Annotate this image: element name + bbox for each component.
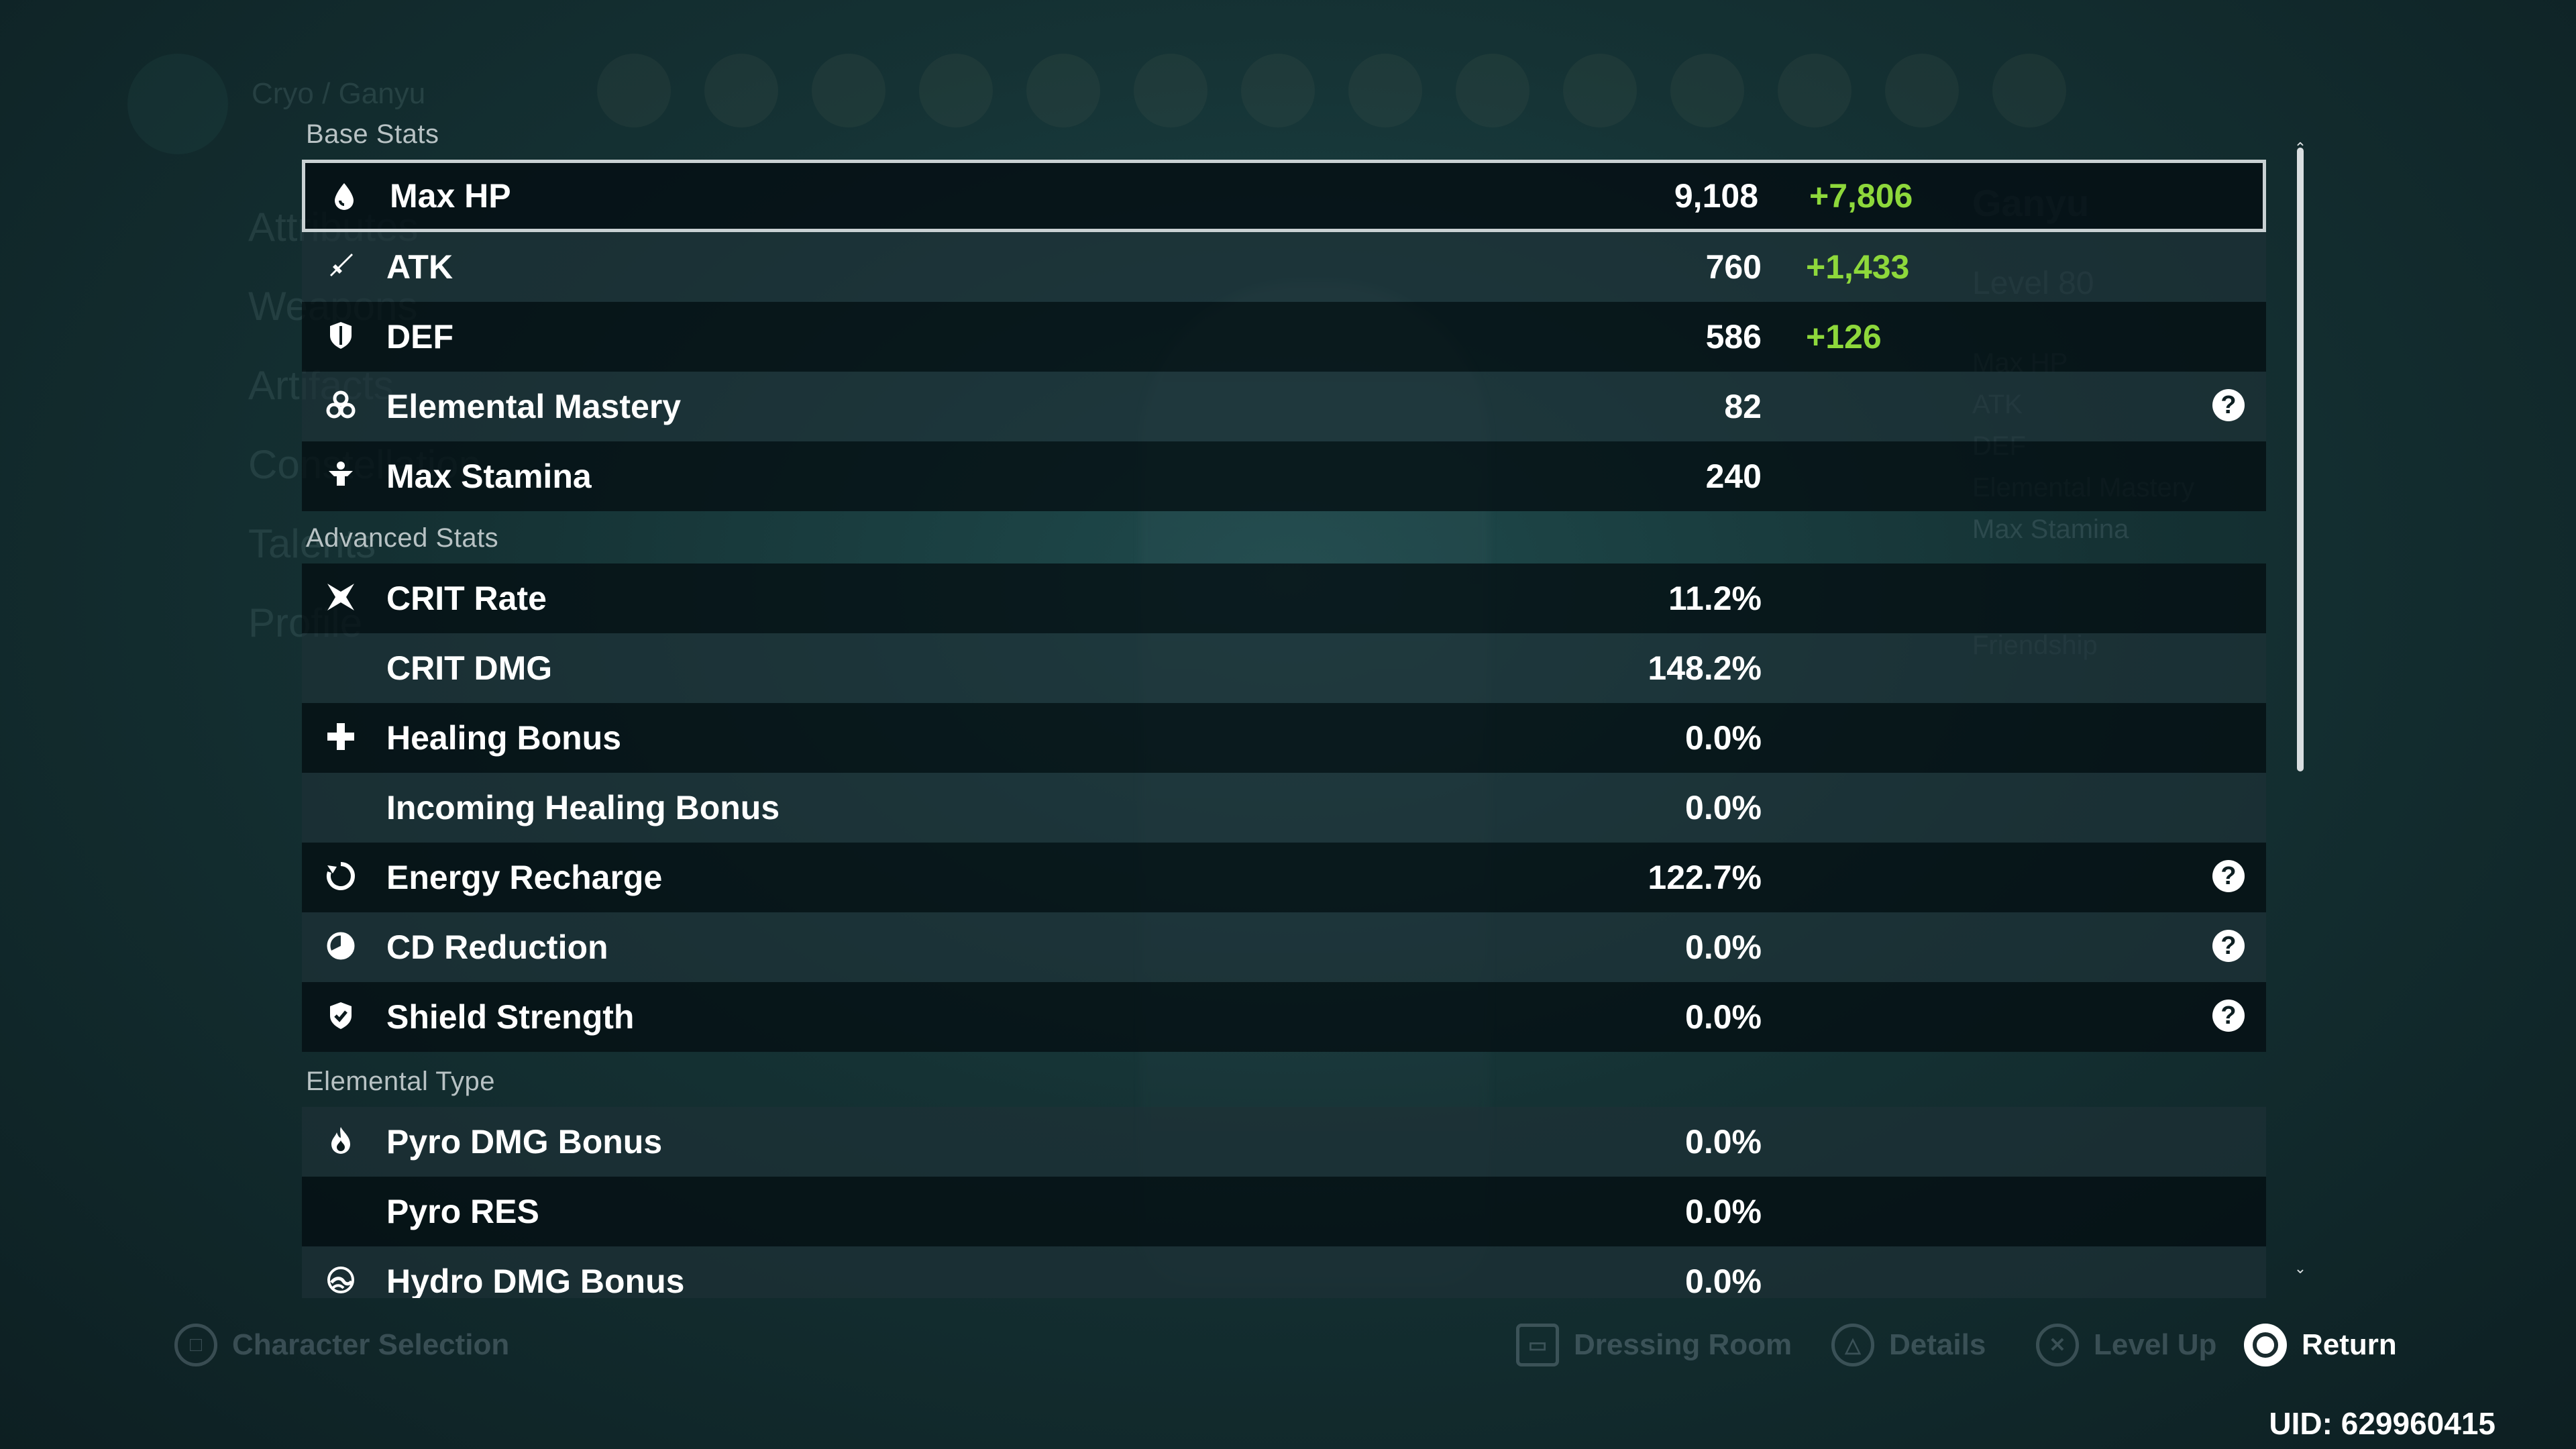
- help-icon[interactable]: ?: [2212, 389, 2245, 421]
- stat-label: Elemental Mastery: [386, 388, 682, 425]
- touchpad-button-icon: ▭: [1516, 1324, 1559, 1366]
- stat-value: 0.0%: [1685, 1123, 1762, 1161]
- stat-label: DEF: [386, 318, 453, 356]
- stat-value: 122.7%: [1648, 859, 1762, 896]
- stat-label: Shield Strength: [386, 998, 635, 1036]
- section-header-elemental-type: Elemental Type: [306, 1067, 495, 1096]
- stat-value: 586: [1705, 318, 1762, 356]
- stat-value: 9,108: [1674, 177, 1758, 215]
- stat-label: Incoming Healing Bonus: [386, 789, 780, 826]
- healing-cross-icon: [325, 720, 357, 753]
- dressing-room-button[interactable]: ▭ Dressing Room: [1516, 1318, 1792, 1372]
- stat-value: 82: [1724, 388, 1762, 425]
- character-selection-button[interactable]: □ Character Selection: [174, 1318, 509, 1372]
- stat-label: Max HP: [390, 177, 511, 215]
- sword-icon: [325, 250, 357, 282]
- stat-row-crit-rate[interactable]: CRIT Rate 11.2%: [302, 564, 2266, 633]
- stat-value: 0.0%: [1685, 789, 1762, 826]
- level-up-button[interactable]: ✕ Level Up: [2036, 1318, 2216, 1372]
- details-label: Details: [1889, 1328, 1986, 1361]
- stat-label: Hydro DMG Bonus: [386, 1263, 685, 1298]
- stat-row-def[interactable]: DEF 586 +126: [302, 302, 2266, 372]
- stat-row-hydro-dmg-bonus[interactable]: Hydro DMG Bonus 0.0%: [302, 1246, 2266, 1298]
- stat-row-healing-bonus[interactable]: Healing Bonus 0.0%: [302, 703, 2266, 773]
- help-icon[interactable]: ?: [2212, 860, 2245, 892]
- hp-drop-icon: [328, 180, 360, 213]
- stamina-icon: [325, 459, 357, 491]
- stat-value: 760: [1705, 248, 1762, 286]
- stat-value: 240: [1705, 458, 1762, 495]
- return-label: Return: [2302, 1328, 2397, 1361]
- crit-icon: [325, 581, 357, 613]
- stat-label: Healing Bonus: [386, 719, 622, 757]
- stat-row-crit-dmg[interactable]: CRIT DMG 148.2%: [302, 633, 2266, 703]
- return-button[interactable]: Return: [2244, 1318, 2397, 1372]
- shield-strength-icon: [325, 1000, 357, 1032]
- help-icon[interactable]: ?: [2212, 930, 2245, 962]
- stat-label: Pyro DMG Bonus: [386, 1123, 663, 1161]
- details-button[interactable]: △ Details: [1831, 1318, 1986, 1372]
- cd-reduction-icon: [325, 930, 357, 962]
- uid-label: UID: 629960415: [2269, 1406, 2496, 1441]
- square-button-icon: □: [174, 1324, 217, 1366]
- stat-label: Max Stamina: [386, 458, 592, 495]
- section-header-advanced-stats: Advanced Stats: [306, 523, 499, 553]
- hydro-icon: [325, 1264, 357, 1296]
- stat-row-pyro-res[interactable]: Pyro RES 0.0%: [302, 1177, 2266, 1246]
- stat-row-shield-strength[interactable]: Shield Strength 0.0% ?: [302, 982, 2266, 1052]
- level-up-label: Level Up: [2094, 1328, 2217, 1361]
- stat-row-pyro-dmg-bonus[interactable]: Pyro DMG Bonus 0.0%: [302, 1107, 2266, 1177]
- stat-value: 0.0%: [1685, 719, 1762, 757]
- stat-bonus: +126: [1806, 318, 1882, 356]
- stat-label: Energy Recharge: [386, 859, 663, 896]
- shield-icon: [325, 319, 357, 352]
- stat-value: 148.2%: [1648, 649, 1762, 687]
- stat-value: 0.0%: [1685, 998, 1762, 1036]
- pyro-icon: [325, 1124, 357, 1157]
- stat-label: Pyro RES: [386, 1193, 539, 1230]
- stat-row-max-hp[interactable]: Max HP 9,108 +7,806: [302, 160, 2266, 232]
- stat-value: 0.0%: [1685, 1263, 1762, 1298]
- stat-row-elemental-mastery[interactable]: Elemental Mastery 82 ?: [302, 372, 2266, 441]
- help-icon[interactable]: ?: [2212, 1000, 2245, 1032]
- stat-row-max-stamina[interactable]: Max Stamina 240: [302, 441, 2266, 511]
- stat-label: CD Reduction: [386, 928, 608, 966]
- stat-bonus: +7,806: [1809, 177, 1913, 215]
- stat-row-atk[interactable]: ATK 760 +1,433: [302, 232, 2266, 302]
- stat-value: 11.2%: [1668, 580, 1762, 617]
- scrollbar-thumb[interactable]: [2297, 148, 2304, 771]
- element-emblem-icon: [127, 54, 228, 154]
- dressing-room-label: Dressing Room: [1574, 1328, 1792, 1361]
- section-header-base-stats: Base Stats: [306, 119, 439, 149]
- stat-row-incoming-healing-bonus[interactable]: Incoming Healing Bonus 0.0%: [302, 773, 2266, 843]
- triangle-button-icon: △: [1831, 1324, 1874, 1366]
- scroll-down-icon[interactable]: ⌄: [2294, 1260, 2307, 1277]
- stat-label: CRIT DMG: [386, 649, 553, 687]
- attribute-details-panel[interactable]: Base Stats Max HP 9,108 +7,806 ATK 760 +…: [302, 0, 2281, 1298]
- stat-label: CRIT Rate: [386, 580, 547, 617]
- circle-button-icon: [2244, 1324, 2287, 1366]
- stat-value: 0.0%: [1685, 1193, 1762, 1230]
- character-selection-label: Character Selection: [232, 1328, 510, 1361]
- cross-button-icon: ✕: [2036, 1324, 2079, 1366]
- stat-bonus: +1,433: [1806, 248, 1910, 286]
- stat-row-energy-recharge[interactable]: Energy Recharge 122.7% ?: [302, 843, 2266, 912]
- stat-label: ATK: [386, 248, 453, 286]
- energy-recharge-icon: [325, 860, 357, 892]
- stat-value: 0.0%: [1685, 928, 1762, 966]
- stat-row-cd-reduction[interactable]: CD Reduction 0.0% ?: [302, 912, 2266, 982]
- elemental-mastery-icon: [325, 389, 357, 421]
